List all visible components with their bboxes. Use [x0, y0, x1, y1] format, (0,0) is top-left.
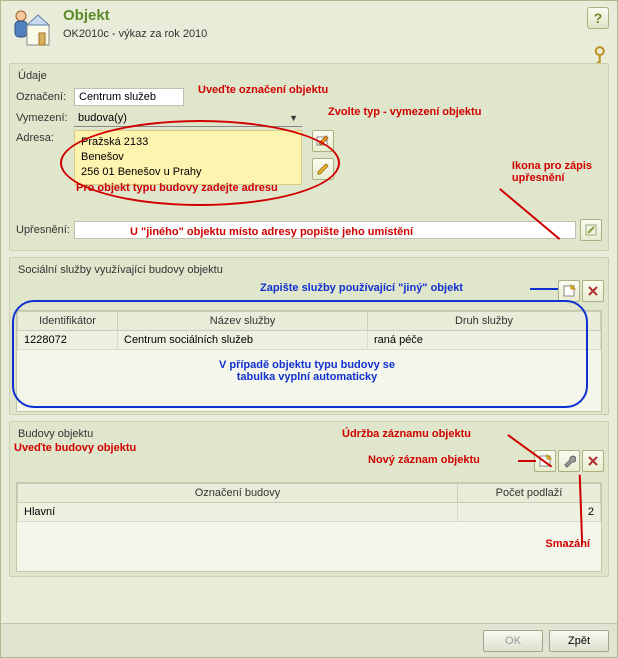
annot-smazani: Smazání [545, 538, 590, 550]
section-sluzby-title: Sociální služby využívající budovy objek… [16, 262, 602, 282]
section-budovy: Budovy objektu Uveďte budovy objektu Údr… [9, 421, 609, 577]
col-nazev: Název služby [118, 312, 368, 331]
budovy-maint-button[interactable] [558, 450, 580, 472]
adresa-box: Pražská 2133 Benešov 256 01 Benešov u Pr… [74, 130, 302, 185]
sluzby-toolbar [558, 280, 604, 302]
header-texts: Objekt OK2010c - výkaz za rok 2010 [63, 7, 587, 40]
cell-ozn: Hlavní [18, 503, 458, 522]
cell-druh: raná péče [368, 331, 601, 350]
col-id: Identifikátor [18, 312, 118, 331]
annot-novy: Nový záznam objektu [368, 454, 480, 466]
address-pencil-button[interactable] [312, 158, 334, 180]
table-row[interactable]: 1228072 Centrum sociálních služeb raná p… [18, 331, 601, 350]
upresneni-label: Upřesnění: [16, 224, 74, 236]
header: Objekt OK2010c - výkaz za rok 2010 ? [1, 1, 617, 61]
table-header-row: Označení budovy Počet podlaží [18, 484, 601, 503]
budovy-table: Označení budovy Počet podlaží Hlavní 2 [17, 483, 601, 522]
annot-udrzba: Údržba záznamu objektu [342, 428, 471, 440]
upresneni-icon-button[interactable] [580, 219, 602, 241]
ok-button[interactable]: OK [483, 630, 543, 652]
budovy-grid-wrap: Označení budovy Počet podlaží Hlavní 2 [16, 482, 602, 572]
vymezeni-value: budova(y) [78, 112, 127, 124]
adresa-label: Adresa: [16, 130, 74, 144]
line-sluzby [530, 288, 558, 290]
adresa-line1: Pražská 2133 [81, 135, 295, 150]
adresa-line3: 256 01 Benešov u Prahy [81, 165, 295, 180]
sluzby-delete-button[interactable] [582, 280, 604, 302]
col-ozn: Označení budovy [18, 484, 458, 503]
annot-tabulka-auto: V případě objektu typu budovy se tabulka… [167, 359, 447, 383]
adresa-line2: Benešov [81, 150, 295, 165]
sluzby-table: Identifikátor Název služby Druh služby 1… [17, 311, 601, 350]
sluzby-add-button[interactable] [558, 280, 580, 302]
annot-oznaceni: Uveďte označení objektu [198, 84, 328, 96]
annot-sluzby-jiny: Zapište služby používající "jiný" objekt [260, 282, 463, 294]
annot-ikona-upresneni: Ikona pro zápis upřesnění [512, 160, 592, 184]
cell-nazev: Centrum sociálních služeb [118, 331, 368, 350]
chevron-down-icon: ▼ [289, 113, 298, 123]
bottom-bar: OK Zpět [1, 623, 617, 657]
cell-id: 1228072 [18, 331, 118, 350]
back-button[interactable]: Zpět [549, 630, 609, 652]
table-row[interactable]: Hlavní 2 [18, 503, 601, 522]
oznaceni-input[interactable] [74, 88, 184, 106]
oznaceni-label: Označení: [16, 91, 74, 103]
help-button[interactable]: ? [587, 7, 609, 29]
adresa-buttons [312, 130, 334, 180]
object-icon [9, 7, 53, 51]
annot-vymezeni: Zvolte typ - vymezení objektu [328, 106, 481, 118]
annot-adresa: Pro objekt typu budovy zadejte adresu [76, 182, 278, 194]
table-header-row: Identifikátor Název služby Druh služby [18, 312, 601, 331]
annot-upresneni: U "jiného" objektu místo adresy popište … [130, 226, 413, 238]
page-subtitle: OK2010c - výkaz za rok 2010 [63, 28, 587, 40]
cell-podl: 2 [458, 503, 601, 522]
section-udaje: Údaje Označení: Vymezení: budova(y) ▼ Ad… [9, 63, 609, 251]
address-edit-button[interactable] [312, 130, 334, 152]
col-druh: Druh služby [368, 312, 601, 331]
vymezeni-dropdown[interactable]: budova(y) ▼ [74, 109, 302, 127]
main-window: Objekt OK2010c - výkaz za rok 2010 ? Úda… [0, 0, 618, 658]
vymezeni-label: Vymezení: [16, 112, 74, 124]
sluzby-grid-wrap: Identifikátor Název služby Druh služby 1… [16, 310, 602, 412]
row-vymezeni: Vymezení: budova(y) ▼ [16, 109, 602, 127]
page-title: Objekt [63, 7, 587, 24]
annot-budovy: Uveďte budovy objektu [14, 442, 136, 454]
section-sluzby: Sociální služby využívající budovy objek… [9, 257, 609, 415]
line-novy [518, 460, 536, 462]
budovy-delete-button[interactable] [582, 450, 604, 472]
